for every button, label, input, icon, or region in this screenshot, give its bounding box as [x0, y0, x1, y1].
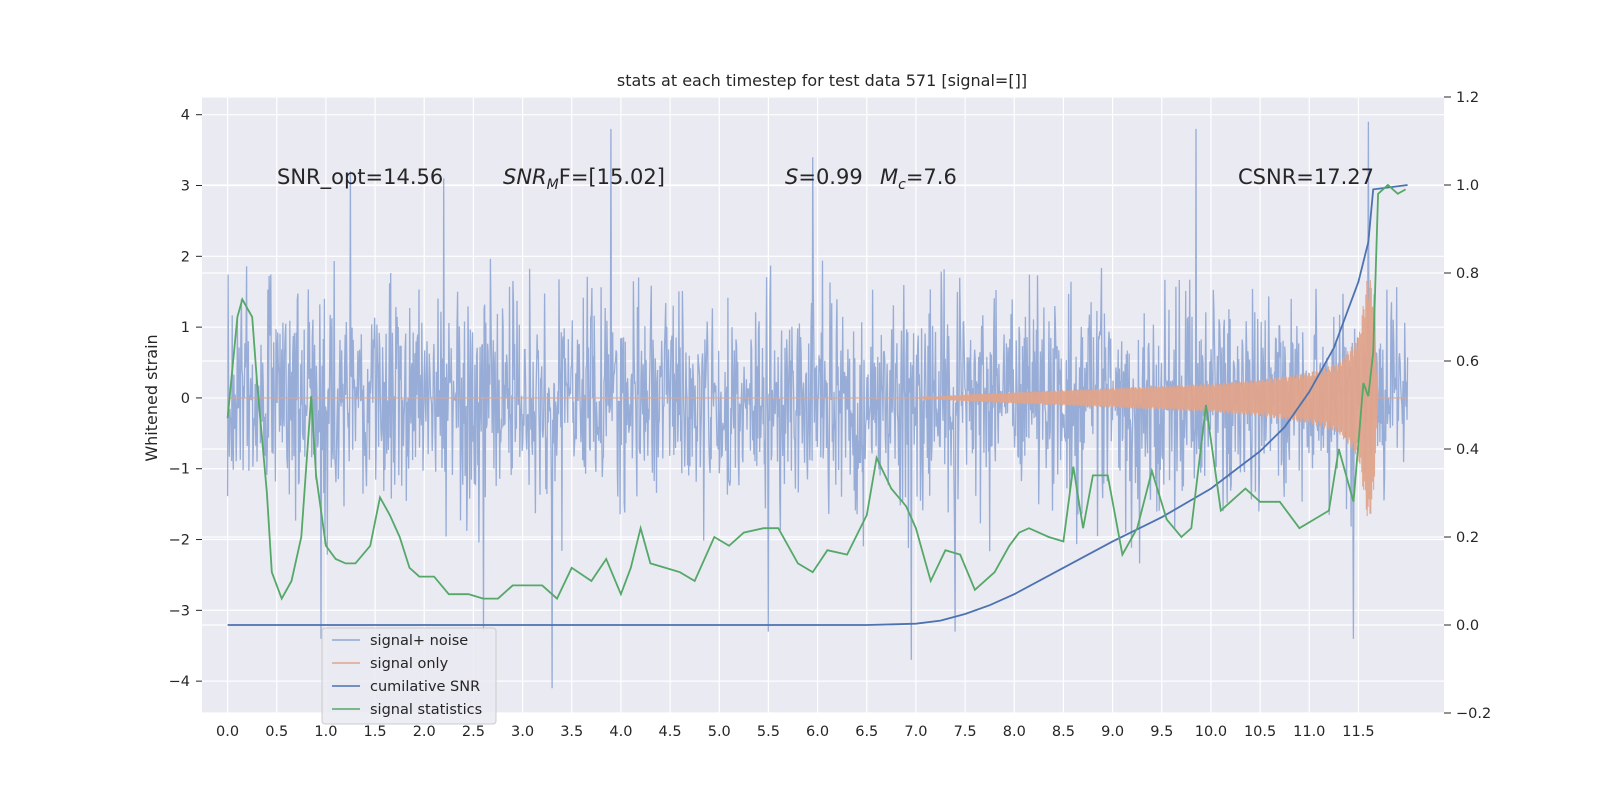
- annotation-snr-opt: SNR_opt=14.56: [277, 165, 443, 190]
- x-tick-label: 6.0: [806, 724, 829, 740]
- y-tick-label: 1: [181, 320, 190, 336]
- y-tick-label: 4: [181, 108, 190, 124]
- signal-statistics-series: [226, 183, 1407, 601]
- cumulative-snr-line: [227, 184, 1408, 626]
- x-tick-label: 2.0: [413, 724, 436, 740]
- x-tick-label: 7.0: [904, 724, 927, 740]
- y-tick-label: 0: [181, 391, 190, 407]
- y-tick-label: −4: [169, 674, 190, 690]
- y2-tick-label: 0.2: [1456, 530, 1479, 546]
- annotation-snr-mf-sub: M: [547, 177, 559, 193]
- x-tick-label: 5.0: [708, 724, 731, 740]
- annotation-mc-sub: c: [898, 177, 906, 193]
- x-tick-label: 2.5: [462, 724, 485, 740]
- annotations: SNR_opt=14.56 SNRMF=[15.02] S=0.99 Mc=7.…: [277, 165, 1374, 193]
- legend-box: [321, 627, 497, 725]
- x-tick-label: 9.5: [1150, 724, 1173, 740]
- x-tick-label: 9.0: [1101, 724, 1124, 740]
- x-tick-label: 10.0: [1195, 724, 1227, 740]
- y2-tick-label: 1.2: [1456, 90, 1479, 106]
- legend-label-signal-noise: signal+ noise: [370, 633, 468, 649]
- x-tick-label: 11.5: [1342, 724, 1374, 740]
- signal-only-series: [227, 280, 1408, 517]
- signal-noise-series: [226, 121, 1409, 689]
- y-axis-label: Whitened strain: [142, 334, 161, 461]
- y2-tick-label: 0.8: [1456, 266, 1479, 282]
- annotation-s-symbol: S: [785, 165, 798, 189]
- signal-noise-line: [226, 121, 1409, 689]
- x-tick-label: 8.5: [1052, 724, 1075, 740]
- legend-label-signal-only: signal only: [370, 656, 449, 672]
- x-tick-label: 4.5: [659, 724, 682, 740]
- annotation-s-value: =0.99: [798, 165, 862, 189]
- x-tick-label: 3.5: [560, 724, 583, 740]
- y2-tick-label: 0.0: [1456, 618, 1479, 634]
- x-tick-label: 1.5: [364, 724, 387, 740]
- x-tick-label: 11.0: [1293, 724, 1325, 740]
- x-tick-label: 10.5: [1244, 724, 1276, 740]
- x-tick-label: 6.5: [855, 724, 878, 740]
- annotation-snr-mf-rest: F=[15.02]: [559, 165, 665, 189]
- x-tick-label: 3.0: [511, 724, 534, 740]
- signal-only-line: [227, 280, 1408, 517]
- cumulative-snr-series: [227, 184, 1408, 626]
- y-axis-ticks: −4 −3 −2 −1 0 1 2 3 4: [169, 108, 202, 690]
- y2-tick-label: −0.2: [1456, 706, 1491, 722]
- annotation-snr-mf: SNRMF=[15.02]: [503, 165, 665, 193]
- y-tick-label: −2: [169, 533, 190, 549]
- annotation-csnr: CSNR=17.27: [1238, 165, 1374, 189]
- x-axis-ticks: 0.0 0.5 1.0 1.5 2.0 2.5 3.0 3.5 4.0 4.5 5.0 5.5 6.0 6…: [216, 724, 1375, 740]
- x-tick-label: 1.0: [314, 724, 337, 740]
- legend: signal+ noise signal only cumilative SNR…: [321, 627, 497, 725]
- y2-tick-label: 1.0: [1456, 178, 1479, 194]
- x-tick-label: 0.0: [216, 724, 239, 740]
- y-tick-label: 2: [181, 249, 190, 265]
- y2-tick-label: 0.6: [1456, 354, 1479, 370]
- annotation-s: S=0.99: [785, 165, 863, 189]
- y2-tick-label: 0.4: [1456, 442, 1479, 458]
- x-tick-label: 4.0: [609, 724, 632, 740]
- x-tick-label: 7.5: [954, 724, 977, 740]
- y-tick-label: −3: [169, 603, 190, 619]
- legend-label-cumulative-snr: cumilative SNR: [370, 679, 480, 695]
- y2-axis-ticks: −0.2 0.0 0.2 0.4 0.6 0.8 1.0 1.2: [1444, 90, 1491, 722]
- x-tick-label: 8.0: [1003, 724, 1026, 740]
- annotation-mc-symbol: M: [880, 165, 898, 189]
- signal-statistics-line: [226, 183, 1407, 601]
- x-tick-label: 0.5: [265, 724, 288, 740]
- annotation-mc-value: =7.6: [906, 165, 957, 189]
- legend-label-signal-statistics: signal statistics: [370, 702, 482, 718]
- annotation-mc: Mc=7.6: [880, 165, 957, 193]
- annotation-snr-mf-base: SNR: [503, 165, 547, 189]
- x-tick-label: 5.5: [757, 724, 780, 740]
- y-tick-label: −1: [169, 462, 190, 478]
- chart-title: stats at each timestep for test data 571…: [617, 71, 1027, 90]
- y-tick-label: 3: [181, 179, 190, 195]
